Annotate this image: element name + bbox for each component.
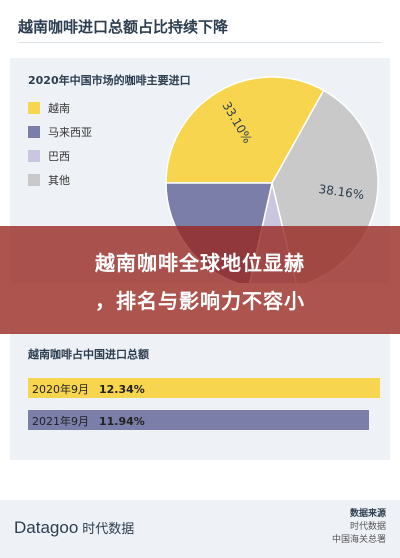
legend-item: 马来西亚 xyxy=(28,120,92,144)
bar-value-label: 12.34% xyxy=(99,383,145,396)
bar-chart-card: 越南咖啡占中国进口总额 2020年9月 12.34% 2021年9月 11.94% xyxy=(10,332,390,460)
bar-label: 2020年9月 12.34% xyxy=(32,381,145,397)
bar-category-label: 2020年9月 xyxy=(32,383,89,396)
legend-swatch xyxy=(28,126,40,138)
legend-swatch xyxy=(28,102,40,114)
brand-name-cn: 时代数据 xyxy=(82,521,135,536)
legend-swatch xyxy=(28,150,40,162)
footer: Datagoo 时代数据 数据来源 时代数据 中国海关总署 xyxy=(0,500,400,558)
pie-value-label: 38.16% xyxy=(318,182,365,202)
bar-fill xyxy=(28,378,380,398)
bar-fill xyxy=(28,410,369,430)
bar-value-label: 11.94% xyxy=(99,415,145,428)
bar-row: 2021年9月 11.94% xyxy=(28,410,380,430)
page-title: 越南咖啡进口总额占比持续下降 xyxy=(18,18,229,36)
bar-label: 2021年9月 11.94% xyxy=(32,413,145,429)
bar-chart-title: 越南咖啡占中国进口总额 xyxy=(28,348,149,361)
data-source: 数据来源 时代数据 中国海关总署 xyxy=(332,508,386,547)
source-line: 中国海关总署 xyxy=(331,535,386,545)
source-line: 时代数据 xyxy=(349,522,386,532)
bar-row: 2020年9月 12.34% xyxy=(28,378,380,398)
legend-label: 越南 xyxy=(48,102,70,115)
headline-banner: 越南咖啡全球地位显赫 ，排名与影响力不容小 xyxy=(0,226,400,334)
pie-slice xyxy=(165,76,325,184)
bar-category-label: 2021年9月 xyxy=(32,415,89,428)
legend-label: 其他 xyxy=(48,174,70,187)
pie-chart-title: 2020年中国市场的咖啡主要进口 xyxy=(28,74,191,87)
banner-line-1: 越南咖啡全球地位显赫 xyxy=(95,251,305,275)
banner-line-2: ，排名与影响力不容小 xyxy=(95,289,305,313)
legend-item: 其他 xyxy=(28,168,92,192)
legend-item: 巴西 xyxy=(28,144,92,168)
legend-label: 马来西亚 xyxy=(48,126,92,139)
brand-name: Datagoo xyxy=(14,518,79,537)
brand-logo: Datagoo 时代数据 xyxy=(14,518,134,538)
legend-swatch xyxy=(28,174,40,186)
source-title: 数据来源 xyxy=(349,509,386,519)
pie-legend: 越南马来西亚巴西其他 xyxy=(28,96,92,192)
legend-label: 巴西 xyxy=(48,150,70,163)
title-divider xyxy=(18,42,382,43)
legend-item: 越南 xyxy=(28,96,92,120)
